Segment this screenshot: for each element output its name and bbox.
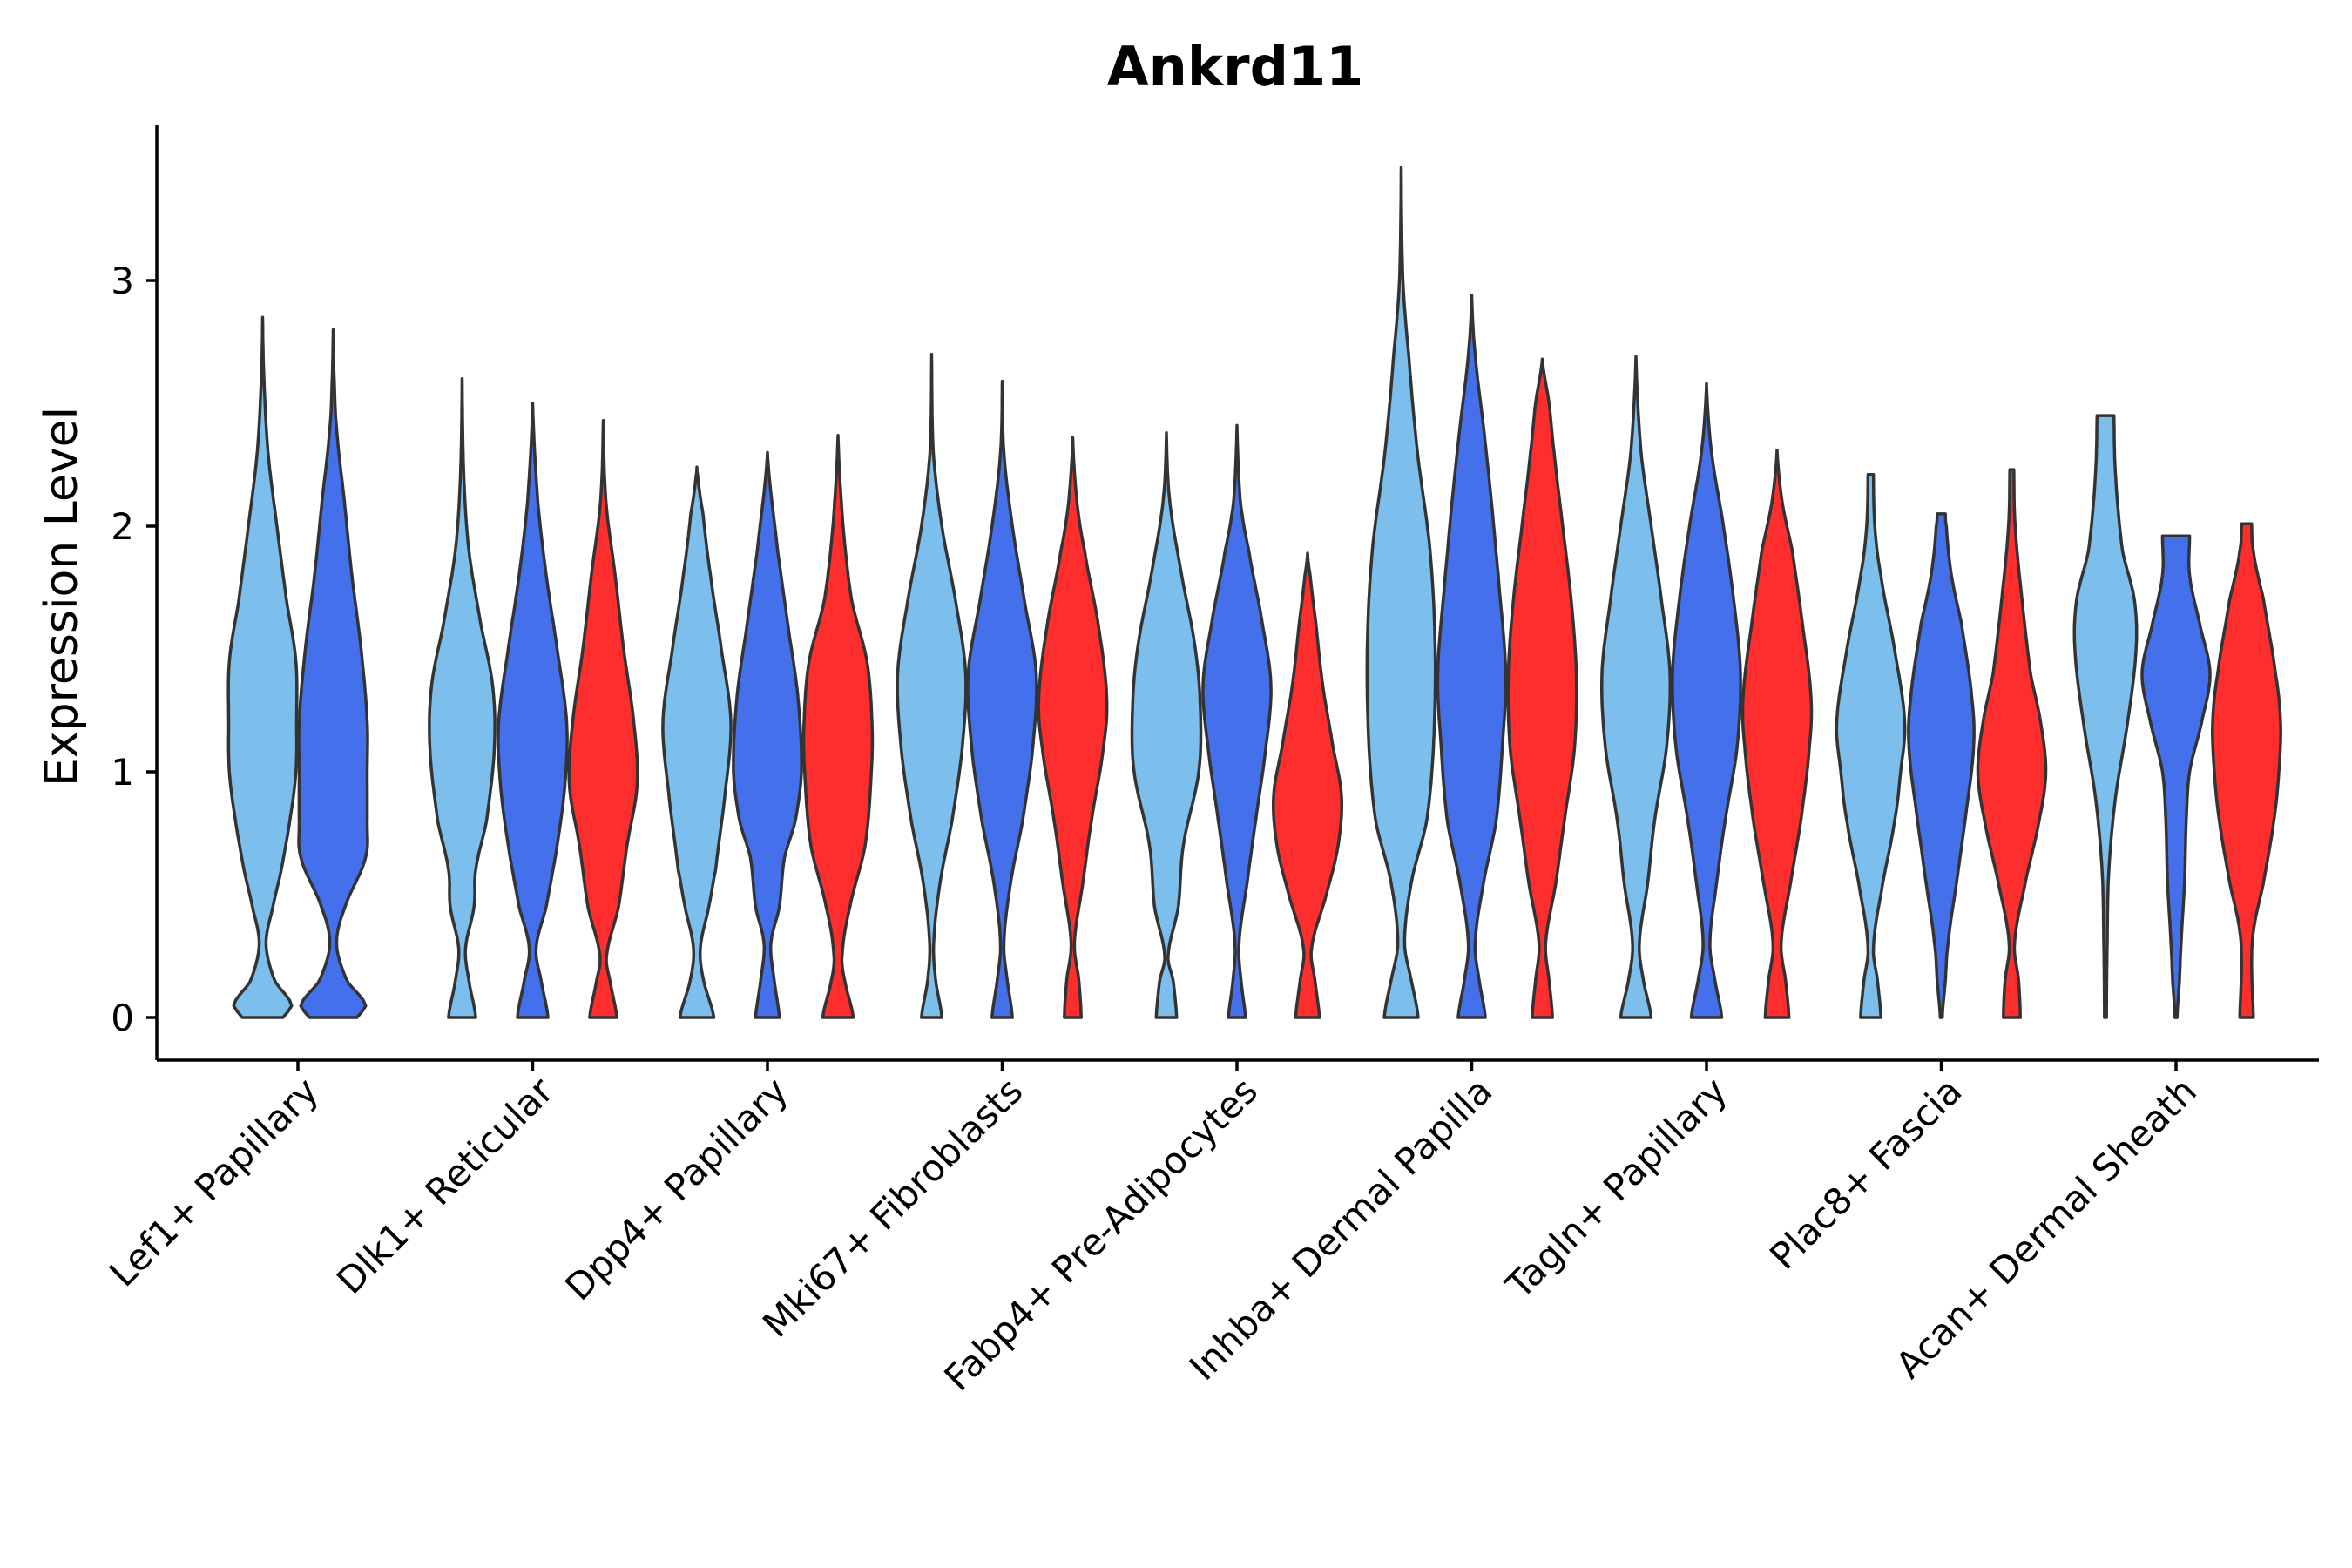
x-tick-label: Dpp4+ Papillary bbox=[557, 1069, 796, 1308]
violin-fabp4-pre-adipocytes-blue bbox=[1201, 423, 1273, 1019]
y-tick-label: 1 bbox=[111, 751, 134, 794]
y-ticks: 0 1 2 3 bbox=[111, 260, 157, 1039]
chart-title: Ankrd11 bbox=[1107, 35, 1364, 98]
violin-lef1-papillary-light-blue bbox=[226, 315, 299, 1019]
violin-fabp4-pre-adipocytes-light-blue bbox=[1130, 431, 1203, 1019]
violin-inhba-dermal-papilla-blue bbox=[1436, 294, 1508, 1019]
violin-acan-dermal-sheath-light-blue bbox=[2072, 414, 2139, 1019]
violin-tagln-papillary-blue bbox=[1671, 382, 1742, 1019]
y-tick-label: 3 bbox=[111, 260, 134, 302]
violin-mki67-fibroblasts-red bbox=[1037, 436, 1109, 1019]
violin-dlk1-reticular-red bbox=[567, 418, 639, 1019]
violin-tagln-papillary-red bbox=[1740, 448, 1814, 1019]
violin-plac8-fascia-red bbox=[1976, 468, 2048, 1019]
y-tick-label: 2 bbox=[111, 505, 134, 548]
x-tick-label: Lef1+ Papillary bbox=[101, 1069, 327, 1294]
violin-plac8-fascia-light-blue bbox=[1835, 473, 1907, 1019]
violin-lef1-papillary-blue bbox=[297, 328, 369, 1019]
y-tick-label: 0 bbox=[111, 997, 134, 1039]
violin-mki67-fibroblasts-light-blue bbox=[896, 352, 968, 1019]
x-tick-label: Tagln+ Papillary bbox=[1497, 1069, 1735, 1307]
violin-plac8-fascia-blue bbox=[1907, 512, 1976, 1019]
x-tick-label: Mki67+ Fibroblasts bbox=[754, 1069, 1031, 1345]
violin-dpp4-papillary-red bbox=[801, 433, 875, 1019]
violin-acan-dermal-sheath-blue bbox=[2140, 534, 2212, 1019]
violin-dpp4-papillary-light-blue bbox=[661, 465, 733, 1019]
violin-mki67-fibroblasts-blue bbox=[966, 379, 1038, 1019]
violin-inhba-dermal-papilla-red bbox=[1506, 357, 1578, 1019]
violin-dpp4-papillary-blue bbox=[732, 450, 803, 1019]
violin-dlk1-reticular-light-blue bbox=[428, 377, 497, 1019]
violin-dlk1-reticular-blue bbox=[497, 402, 569, 1019]
x-tick-label: Plac8+ Fascia bbox=[1761, 1069, 1970, 1277]
violin-fabp4-pre-adipocytes-red bbox=[1271, 551, 1344, 1019]
x-tick-label: Dlk1+ Reticular bbox=[328, 1069, 562, 1302]
violin-inhba-dermal-papilla-light-blue bbox=[1365, 166, 1437, 1019]
violin-tagln-papillary-light-blue bbox=[1599, 355, 1673, 1019]
violins-layer bbox=[226, 166, 2282, 1019]
y-axis-label: Expression Level bbox=[36, 407, 88, 787]
violin-acan-dermal-sheath-red bbox=[2211, 522, 2282, 1019]
